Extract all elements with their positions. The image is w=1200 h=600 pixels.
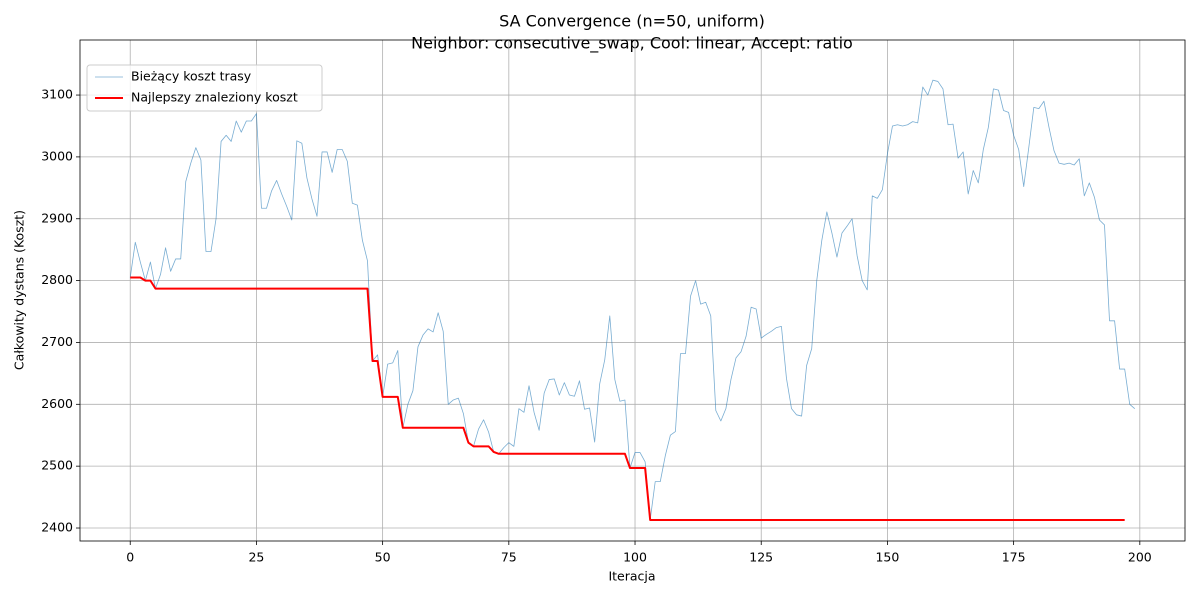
y-tick-label: 2800: [41, 272, 73, 287]
x-tick-label: 100: [623, 550, 647, 565]
x-tick-label: 50: [375, 550, 391, 565]
x-tick-label: 75: [501, 550, 517, 565]
legend: Bieżący koszt trasy Najlepszy znaleziony …: [86, 64, 323, 112]
x-tick-label: 200: [1128, 550, 1152, 565]
series-line: [130, 276, 1125, 521]
chart-subtitle: Neighbor: consecutive_swap, Cool: linear…: [411, 34, 853, 54]
y-tick-label: 2400: [41, 520, 73, 535]
series-line: [129, 79, 1136, 521]
chart-title: SA Convergence (n=50, uniform): [499, 12, 765, 31]
x-axis-label: Iteracja: [608, 569, 655, 584]
legend-box: [86, 64, 323, 112]
y-tick-label: 2600: [41, 396, 73, 411]
legend-label: Bieżący koszt trasy: [131, 69, 252, 84]
y-tick-label: 3100: [41, 87, 73, 102]
x-tick-label: 0: [126, 550, 134, 565]
y-tick-label: 3000: [41, 148, 73, 163]
y-tick-label: 2700: [41, 334, 73, 349]
x-tick-label: 150: [875, 550, 899, 565]
x-tick-label: 25: [248, 550, 264, 565]
y-axis-label: Całkowity dystans (Koszt): [12, 210, 27, 370]
legend-label: Najlepszy znaleziony koszt: [131, 90, 298, 105]
plot-frame: [79, 39, 1186, 542]
x-tick-label: 175: [1002, 550, 1026, 565]
y-tick-label: 2500: [41, 458, 73, 473]
x-tick-label: 125: [749, 550, 773, 565]
y-tick-label: 2900: [41, 210, 73, 225]
